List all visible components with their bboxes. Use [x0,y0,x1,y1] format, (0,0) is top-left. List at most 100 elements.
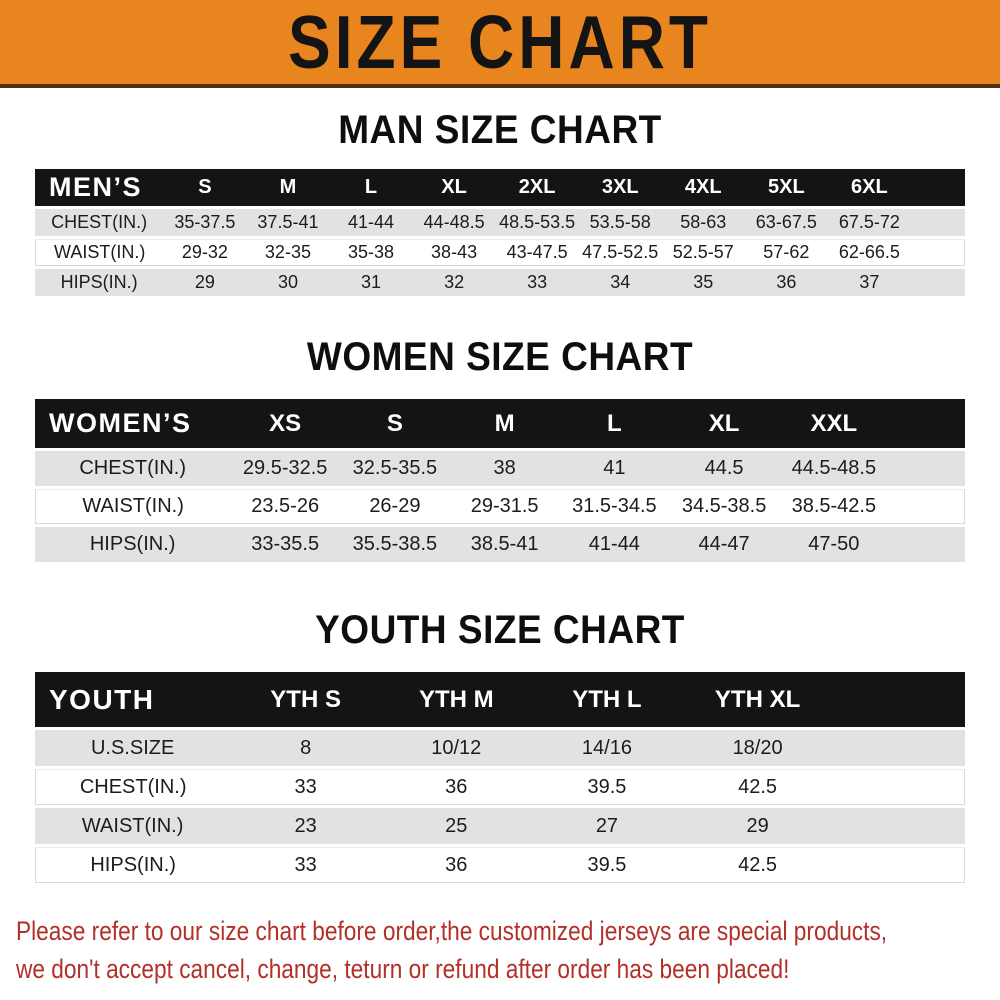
cell: 38.5-41 [449,527,560,562]
size-col-header: 6XL [827,169,911,206]
size-col-header: XL [412,169,496,206]
filler-cell [888,489,965,524]
size-col-header: 5XL [744,169,828,206]
cell: 31 [329,269,413,296]
filler-cell [888,451,965,486]
women-size-table: WOMEN’S XS S M L XL XXL CHEST(IN.) 29.5-… [35,396,965,565]
disclaimer-line-2: we don't accept cancel, change, teturn o… [16,954,790,984]
cell: 47.5-52.5 [578,239,662,266]
row-label: WAIST(IN.) [35,489,231,524]
youth-chest-row: CHEST(IN.) 33 36 39.5 42.5 [35,769,965,805]
women-size-heading: WOMEN SIZE CHART [306,334,694,379]
man-size-section: MAN SIZE CHART MEN’S S M L XL 2XL 3XL 4X… [0,107,1000,299]
cell: 48.5-53.5 [495,209,579,236]
cell: 29 [682,808,833,844]
filler-cell [832,730,965,766]
women-size-section: WOMEN SIZE CHART WOMEN’S XS S M L XL XXL… [0,334,1000,565]
cell: 33-35.5 [230,527,341,562]
row-label: HIPS(IN.) [35,527,231,562]
cell: 14/16 [531,730,683,766]
size-col-header: M [246,169,330,206]
cell: 31.5-34.5 [559,489,670,524]
cell: 29-31.5 [449,489,560,524]
cell: 42.5 [682,847,833,883]
men-chest-row: CHEST(IN.) 35-37.5 37.5-41 41-44 44-48.5… [35,209,965,236]
cell: 36 [744,269,828,296]
size-col-header: 2XL [495,169,579,206]
cell: 30 [246,269,330,296]
cell: 35-38 [329,239,413,266]
row-label: U.S.SIZE [35,730,231,766]
youth-size-heading: YOUTH SIZE CHART [315,607,685,652]
size-col-header: 3XL [578,169,662,206]
size-col-header: L [329,169,413,206]
disclaimer-line-1: Please refer to our size chart before or… [16,916,888,946]
men-waist-row: WAIST(IN.) 29-32 32-35 35-38 38-43 43-47… [35,239,965,266]
cell: 29.5-32.5 [230,451,341,486]
women-table-label: WOMEN’S [35,399,231,448]
women-hips-row: HIPS(IN.) 33-35.5 35.5-38.5 38.5-41 41-4… [35,527,965,562]
size-col-header: YTH M [380,672,532,727]
filler-cell [832,808,965,844]
youth-size-section: YOUTH SIZE CHART YOUTH YTH S YTH M YTH L… [0,607,1000,886]
cell: 36 [380,769,532,805]
men-table-label: MEN’S [35,169,164,206]
cell: 18/20 [682,730,833,766]
size-chart-banner: SIZE CHART [0,0,1000,88]
filler-cell [910,209,965,236]
size-col-header: S [340,399,450,448]
cell: 32 [412,269,496,296]
size-col-header: M [449,399,560,448]
cell: 47-50 [778,527,889,562]
filler-cell [832,769,965,805]
cell: 41-44 [559,527,670,562]
row-label: WAIST(IN.) [35,239,164,266]
cell: 23.5-26 [230,489,341,524]
cell: 44-48.5 [412,209,496,236]
men-size-table: MEN’S S M L XL 2XL 3XL 4XL 5XL 6XL CHEST… [35,166,965,299]
cell: 38.5-42.5 [778,489,889,524]
cell: 41-44 [329,209,413,236]
cell: 35 [661,269,745,296]
men-hips-row: HIPS(IN.) 29 30 31 32 33 34 35 36 37 [35,269,965,296]
size-col-header: 4XL [661,169,745,206]
cell: 44-47 [669,527,779,562]
size-col-header: XXL [778,399,889,448]
row-label: CHEST(IN.) [35,209,164,236]
row-label: WAIST(IN.) [35,808,231,844]
men-header-row: MEN’S S M L XL 2XL 3XL 4XL 5XL 6XL [35,169,965,206]
cell: 39.5 [531,847,683,883]
cell: 32-35 [246,239,330,266]
cell: 42.5 [682,769,833,805]
cell: 38-43 [412,239,496,266]
filler-cell [888,399,965,448]
youth-table-label: YOUTH [35,672,231,727]
cell: 67.5-72 [827,209,911,236]
cell: 37 [827,269,911,296]
cell: 58-63 [661,209,745,236]
cell: 62-66.5 [827,239,911,266]
disclaimer: Please refer to our size chart before or… [0,912,1000,988]
cell: 29-32 [163,239,247,266]
cell: 33 [495,269,579,296]
cell: 26-29 [340,489,450,524]
size-col-header: L [559,399,670,448]
women-chest-row: CHEST(IN.) 29.5-32.5 32.5-35.5 38 41 44.… [35,451,965,486]
cell: 63-67.5 [744,209,828,236]
youth-hips-row: HIPS(IN.) 33 36 39.5 42.5 [35,847,965,883]
row-label: HIPS(IN.) [35,269,164,296]
cell: 8 [230,730,381,766]
cell: 29 [163,269,247,296]
cell: 37.5-41 [246,209,330,236]
cell: 35-37.5 [163,209,247,236]
youth-waist-row: WAIST(IN.) 23 25 27 29 [35,808,965,844]
filler-cell [910,269,965,296]
cell: 23 [230,808,381,844]
cell: 34 [578,269,662,296]
cell: 34.5-38.5 [669,489,779,524]
cell: 52.5-57 [661,239,745,266]
youth-size-table: YOUTH YTH S YTH M YTH L YTH XL U.S.SIZE … [35,669,965,886]
youth-header-row: YOUTH YTH S YTH M YTH L YTH XL [35,672,965,727]
cell: 44.5-48.5 [778,451,889,486]
row-label: CHEST(IN.) [35,769,231,805]
